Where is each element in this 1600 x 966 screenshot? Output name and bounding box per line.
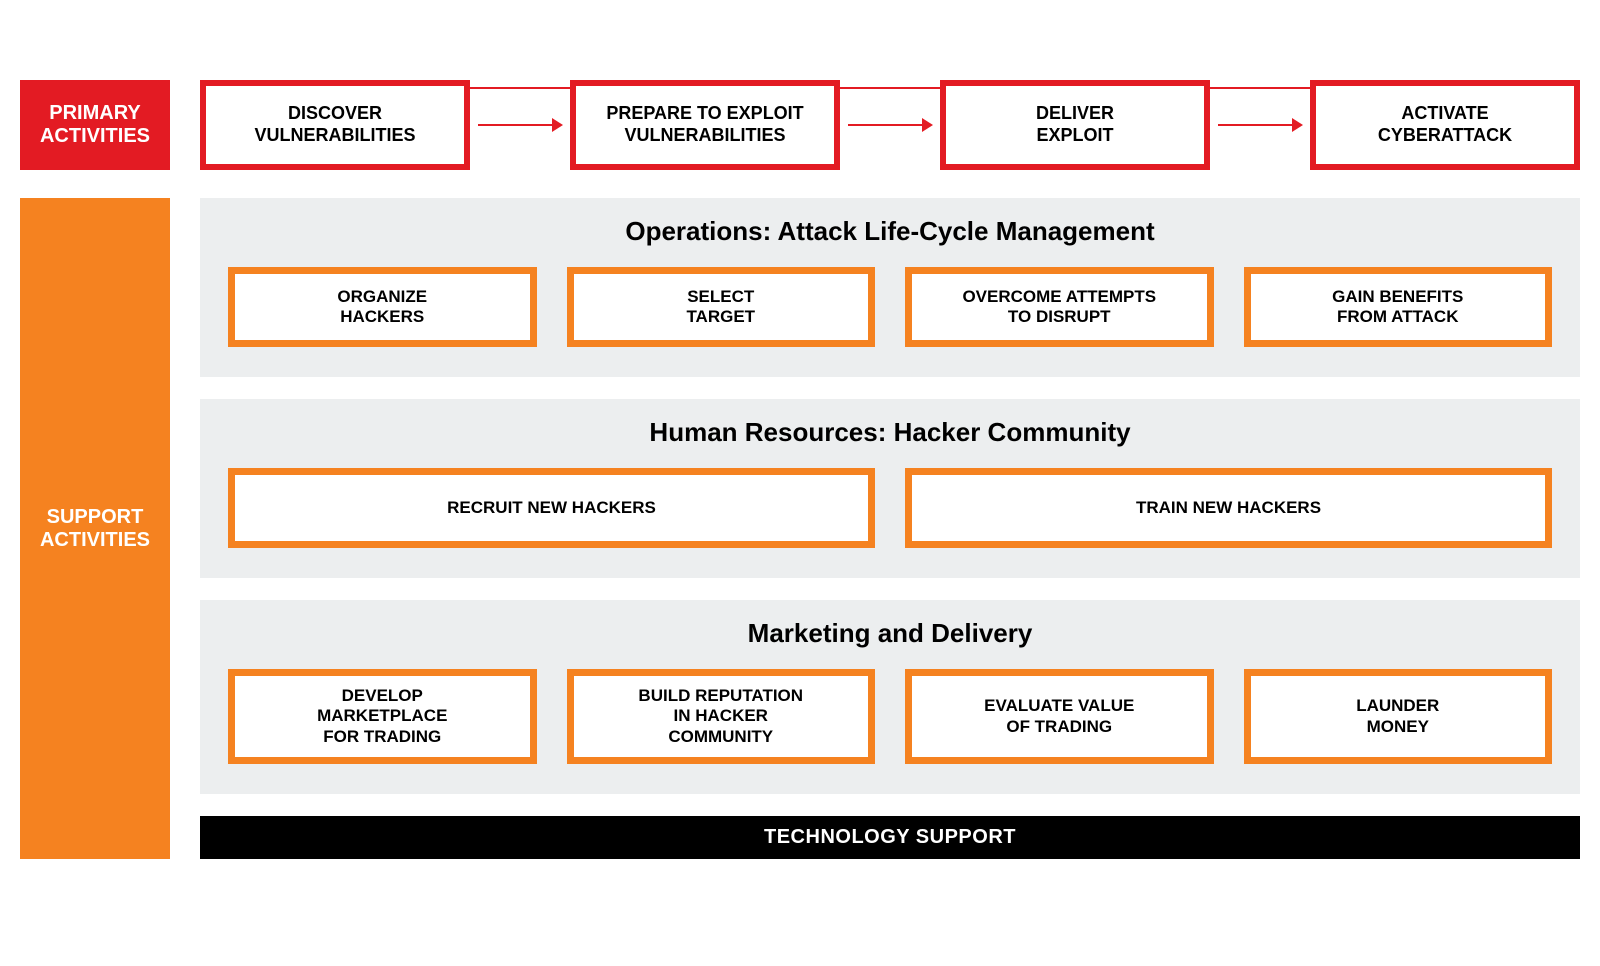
support-content: Operations: Attack Life-Cycle Management… [200, 198, 1580, 859]
panel-boxes: ORGANIZEHACKERS SELECTTARGET OVERCOME ATTE… [228, 267, 1552, 347]
primary-box: DISCOVERVULNERABILITIES [200, 80, 470, 170]
support-box: BUILD REPUTATIONIN HACKERCOMMUNITY [567, 669, 876, 764]
technology-support-bar: TECHNOLOGY SUPPORT [200, 816, 1580, 859]
support-box: OVERCOME ATTEMPTSTO DISRUPT [905, 267, 1214, 347]
support-box: GAIN BENEFITSFROM ATTACK [1244, 267, 1553, 347]
support-activities-row: SUPPORTACTIVITIES Operations: Attack Lif… [20, 198, 1580, 859]
primary-boxes-container: DISCOVERVULNERABILITIES PREPARE TO EXPLOI… [200, 80, 1580, 170]
primary-activities-row: PRIMARYACTIVITIES DISCOVERVULNERABILITIE… [20, 80, 1580, 170]
primary-box: DELIVEREXPLOIT [940, 80, 1210, 170]
support-box: SELECTTARGET [567, 267, 876, 347]
primary-activities-label: PRIMARYACTIVITIES [20, 80, 170, 170]
support-box: TRAIN NEW HACKERS [905, 468, 1552, 548]
forward-arrow [478, 124, 562, 126]
panel-title: Human Resources: Hacker Community [228, 417, 1552, 448]
panel-boxes: RECRUIT NEW HACKERS TRAIN NEW HACKERS [228, 468, 1552, 548]
panel-title: Operations: Attack Life-Cycle Management [228, 216, 1552, 247]
primary-box: PREPARE TO EXPLOITVULNERABILITIES [570, 80, 840, 170]
support-panel: Operations: Attack Life-Cycle Management… [200, 198, 1580, 377]
panel-boxes: DEVELOPMARKETPLACEFOR TRADING BUILD REPUT… [228, 669, 1552, 764]
support-activities-label: SUPPORTACTIVITIES [20, 198, 170, 859]
support-box: ORGANIZEHACKERS [228, 267, 537, 347]
support-box: EVALUATE VALUEOF TRADING [905, 669, 1214, 764]
panel-title: Marketing and Delivery [228, 618, 1552, 649]
support-box: DEVELOPMARKETPLACEFOR TRADING [228, 669, 537, 764]
support-panel: Human Resources: Hacker Community RECRUIT… [200, 399, 1580, 578]
support-box: LAUNDERMONEY [1244, 669, 1553, 764]
forward-arrow [1218, 124, 1302, 126]
value-chain-diagram: PRIMARYACTIVITIES DISCOVERVULNERABILITIE… [20, 80, 1580, 859]
primary-box: ACTIVATECYBERATTACK [1310, 80, 1580, 170]
support-panel: Marketing and Delivery DEVELOPMARKETPLACE… [200, 600, 1580, 794]
support-box: RECRUIT NEW HACKERS [228, 468, 875, 548]
forward-arrow [848, 124, 932, 126]
